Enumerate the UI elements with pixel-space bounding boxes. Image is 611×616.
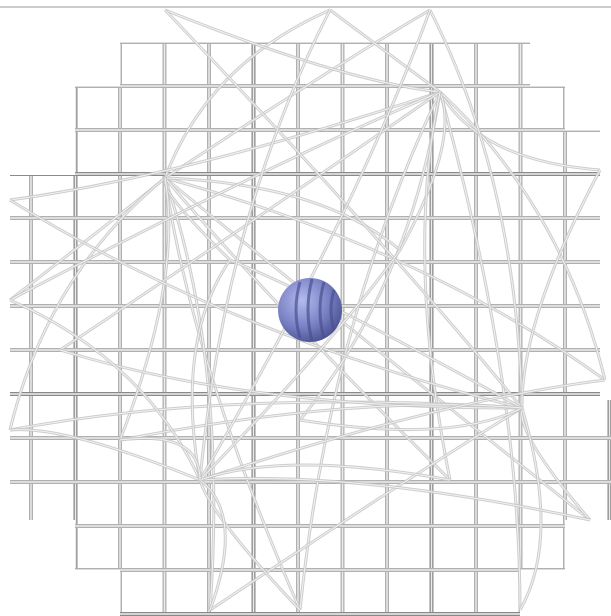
curve-highlight	[199, 477, 591, 521]
curve-highlight	[164, 9, 523, 409]
curve-highlight	[439, 91, 601, 171]
curve-highlight	[519, 407, 542, 611]
curve-highlight	[9, 91, 441, 301]
curve-highlight	[9, 299, 201, 481]
curve-tube	[520, 407, 592, 521]
curve-highlight	[429, 9, 523, 409]
curve-highlight	[329, 9, 441, 93]
wire-curves	[8, 8, 607, 612]
curve-highlight	[119, 404, 523, 441]
curve-highlight	[9, 429, 201, 481]
curve-highlight	[164, 177, 606, 381]
curve-highlight	[199, 479, 301, 611]
curve-highlight	[164, 9, 331, 179]
curve-highlight	[9, 199, 523, 409]
curve-highlight	[399, 91, 446, 251]
curve-highlight	[439, 91, 606, 381]
curve-highlight	[229, 259, 523, 409]
curve-highlight	[199, 249, 401, 481]
curve-highlight	[119, 177, 170, 441]
curve-highlight	[164, 177, 401, 251]
curve-highlight	[9, 177, 166, 431]
curve-highlight	[299, 407, 523, 431]
sphere-stripes	[294, 278, 336, 342]
curve-highlight	[424, 91, 451, 481]
curve-highlight	[191, 259, 231, 481]
curve-highlight	[521, 407, 591, 521]
curve-highlight	[199, 379, 606, 481]
curve-highlight	[521, 169, 601, 409]
curve-highlight	[119, 437, 201, 481]
curve-highlight	[164, 9, 431, 179]
curve-highlight	[9, 91, 441, 201]
curve-highlight	[199, 9, 331, 481]
sphere-body	[278, 278, 342, 342]
sphere	[278, 278, 342, 342]
curve-highlight	[199, 479, 226, 611]
curve-highlight	[164, 177, 215, 611]
curve-highlight	[164, 9, 441, 93]
curve-highlight	[439, 91, 521, 611]
curve-highlight	[199, 464, 451, 481]
curve-highlight	[209, 407, 523, 611]
curve-highlight	[299, 91, 441, 611]
curve-highlight	[199, 9, 431, 481]
curve-tube	[9, 298, 202, 481]
